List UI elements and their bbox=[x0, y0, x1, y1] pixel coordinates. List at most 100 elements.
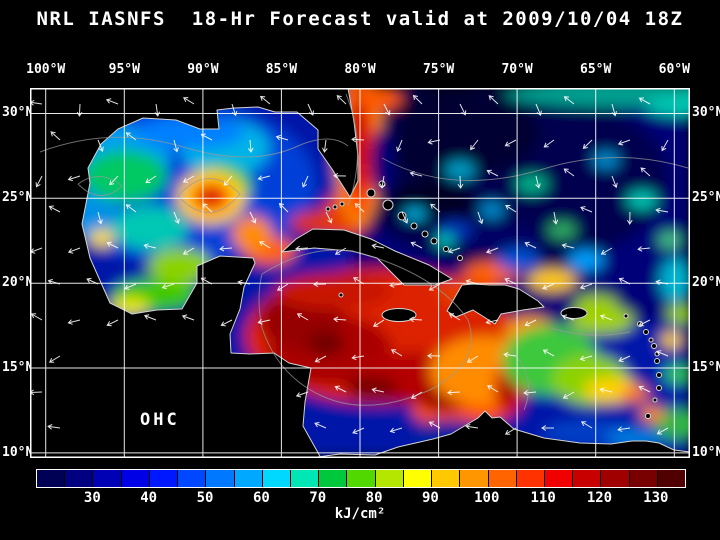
map-border bbox=[30, 88, 690, 458]
current-vector-arrow bbox=[410, 241, 423, 249]
bahamas bbox=[366, 180, 463, 261]
colorbar-segment bbox=[657, 470, 686, 487]
current-vector-arrow bbox=[278, 202, 289, 213]
colorbar-segment bbox=[319, 470, 348, 487]
current-vector-arrow bbox=[543, 139, 555, 148]
colorbar-tick-label: 80 bbox=[365, 490, 383, 506]
current-vector-arrow bbox=[465, 423, 479, 430]
current-vector-arrow bbox=[173, 139, 179, 153]
current-vector-arrow bbox=[542, 283, 555, 290]
current-vector-arrow bbox=[428, 283, 441, 291]
current-vector-arrow bbox=[301, 175, 309, 188]
current-vector-arrow bbox=[563, 168, 575, 177]
current-vector-arrow bbox=[30, 389, 43, 396]
current-vector-arrow bbox=[428, 421, 441, 429]
current-vector-arrow bbox=[50, 131, 61, 141]
colorbar-segment bbox=[206, 470, 235, 487]
current-vector-arrow bbox=[76, 103, 83, 117]
current-vector-arrow bbox=[325, 211, 333, 224]
current-vector-arrow bbox=[220, 319, 233, 327]
current-vector-arrow bbox=[505, 205, 517, 213]
current-vector-arrow bbox=[535, 103, 542, 116]
current-vector-arrow bbox=[459, 103, 467, 116]
colorbar-segment bbox=[290, 470, 320, 487]
lat-tick-label: 15°N bbox=[2, 360, 34, 375]
current-vector-arrow bbox=[247, 139, 254, 153]
current-vector-arrow bbox=[97, 139, 104, 152]
lon-axis-top: 100°W 95°W 90°W 85°W 80°W 75°W 70°W 65°W… bbox=[26, 62, 690, 78]
current-vector-arrow bbox=[600, 247, 613, 255]
current-vector-arrow bbox=[409, 171, 423, 177]
current-vector-arrow bbox=[561, 243, 575, 249]
current-vector-arrow bbox=[275, 134, 289, 141]
current-vector-arrow bbox=[504, 139, 517, 147]
current-vector-arrow bbox=[67, 247, 81, 254]
current-vector-arrow bbox=[447, 247, 461, 254]
current-vector-arrow bbox=[561, 314, 575, 321]
cayman-islands bbox=[338, 292, 344, 298]
current-vector-arrow bbox=[200, 133, 213, 141]
current-vector-arrow bbox=[503, 352, 517, 358]
current-vector-arrow bbox=[656, 350, 669, 357]
colorbar-segment bbox=[65, 470, 94, 487]
current-vector-arrow bbox=[552, 211, 559, 225]
current-vector-arrow bbox=[313, 281, 327, 288]
current-vector-arrow bbox=[371, 243, 385, 249]
current-vector-arrow bbox=[487, 385, 499, 393]
current-vector-arrow bbox=[47, 278, 61, 285]
current-vector-arrow bbox=[580, 421, 593, 429]
current-vector-arrow bbox=[296, 313, 309, 321]
current-vector-arrow bbox=[351, 354, 365, 361]
colorbar-segment bbox=[178, 470, 207, 487]
current-vector-arrow bbox=[477, 211, 484, 225]
lon-tick-label: 75°W bbox=[422, 62, 455, 77]
lon-tick-label: 65°W bbox=[580, 62, 612, 77]
current-vector-arrow bbox=[202, 203, 213, 213]
current-vector-arrow bbox=[401, 211, 409, 224]
current-vector-arrow bbox=[30, 313, 43, 321]
lat-tick-label: 25°N bbox=[2, 190, 34, 205]
colorbar-segment bbox=[403, 470, 433, 487]
colorbar-segment bbox=[629, 470, 658, 487]
lon-tick-label: 85°W bbox=[265, 62, 298, 77]
current-vector-arrow bbox=[109, 175, 119, 186]
current-vector-arrow bbox=[618, 277, 631, 285]
current-vector-arrow bbox=[125, 132, 137, 141]
current-vector-arrow bbox=[105, 98, 119, 105]
current-vector-arrow bbox=[504, 427, 517, 435]
current-vector-arrow bbox=[295, 245, 309, 252]
current-vector-arrow bbox=[396, 139, 403, 152]
lat-tick-label: 15°N bbox=[692, 360, 720, 375]
colorbar-segment bbox=[573, 470, 602, 487]
current-vector-arrow bbox=[200, 277, 213, 285]
current-vector-arrow bbox=[617, 426, 631, 433]
colorbar-segment bbox=[460, 470, 489, 487]
current-vector-arrow bbox=[249, 211, 257, 224]
colorbar-tick-label: 130 bbox=[643, 490, 669, 506]
lon-tick-label: 95°W bbox=[108, 62, 140, 77]
current-vector-arrow bbox=[656, 427, 669, 435]
current-vector-arrow bbox=[259, 241, 271, 249]
current-vector-arrow bbox=[125, 204, 137, 213]
current-vector-arrow bbox=[488, 95, 499, 105]
current-vector-arrow bbox=[373, 319, 385, 327]
current-vector-arrow bbox=[48, 355, 61, 363]
current-vector-arrow bbox=[237, 279, 251, 286]
current-vector-arrow bbox=[333, 316, 347, 323]
current-vector-arrow bbox=[143, 314, 157, 321]
puerto-rico bbox=[560, 307, 588, 319]
current-vector-arrow bbox=[409, 316, 423, 323]
current-vector-arrow bbox=[353, 277, 365, 285]
current-vector-arrow bbox=[183, 97, 195, 105]
colorbar-tick-label: 120 bbox=[586, 490, 613, 506]
current-vector-arrow bbox=[276, 283, 289, 291]
current-vector-arrow bbox=[523, 390, 537, 396]
current-vector-arrow bbox=[617, 139, 631, 146]
current-vector-arrow bbox=[611, 175, 618, 189]
colorbar-ticks: 30 40 50 60 70 80 90 100 110 120 130 bbox=[36, 490, 684, 506]
current-vector-arrow bbox=[322, 139, 328, 153]
current-vector-arrow bbox=[257, 175, 271, 181]
current-vector-arrow bbox=[447, 389, 461, 396]
colorbar-unit-label: kJ/cm² bbox=[334, 506, 386, 522]
lon-tick-label: 60°W bbox=[658, 62, 690, 77]
